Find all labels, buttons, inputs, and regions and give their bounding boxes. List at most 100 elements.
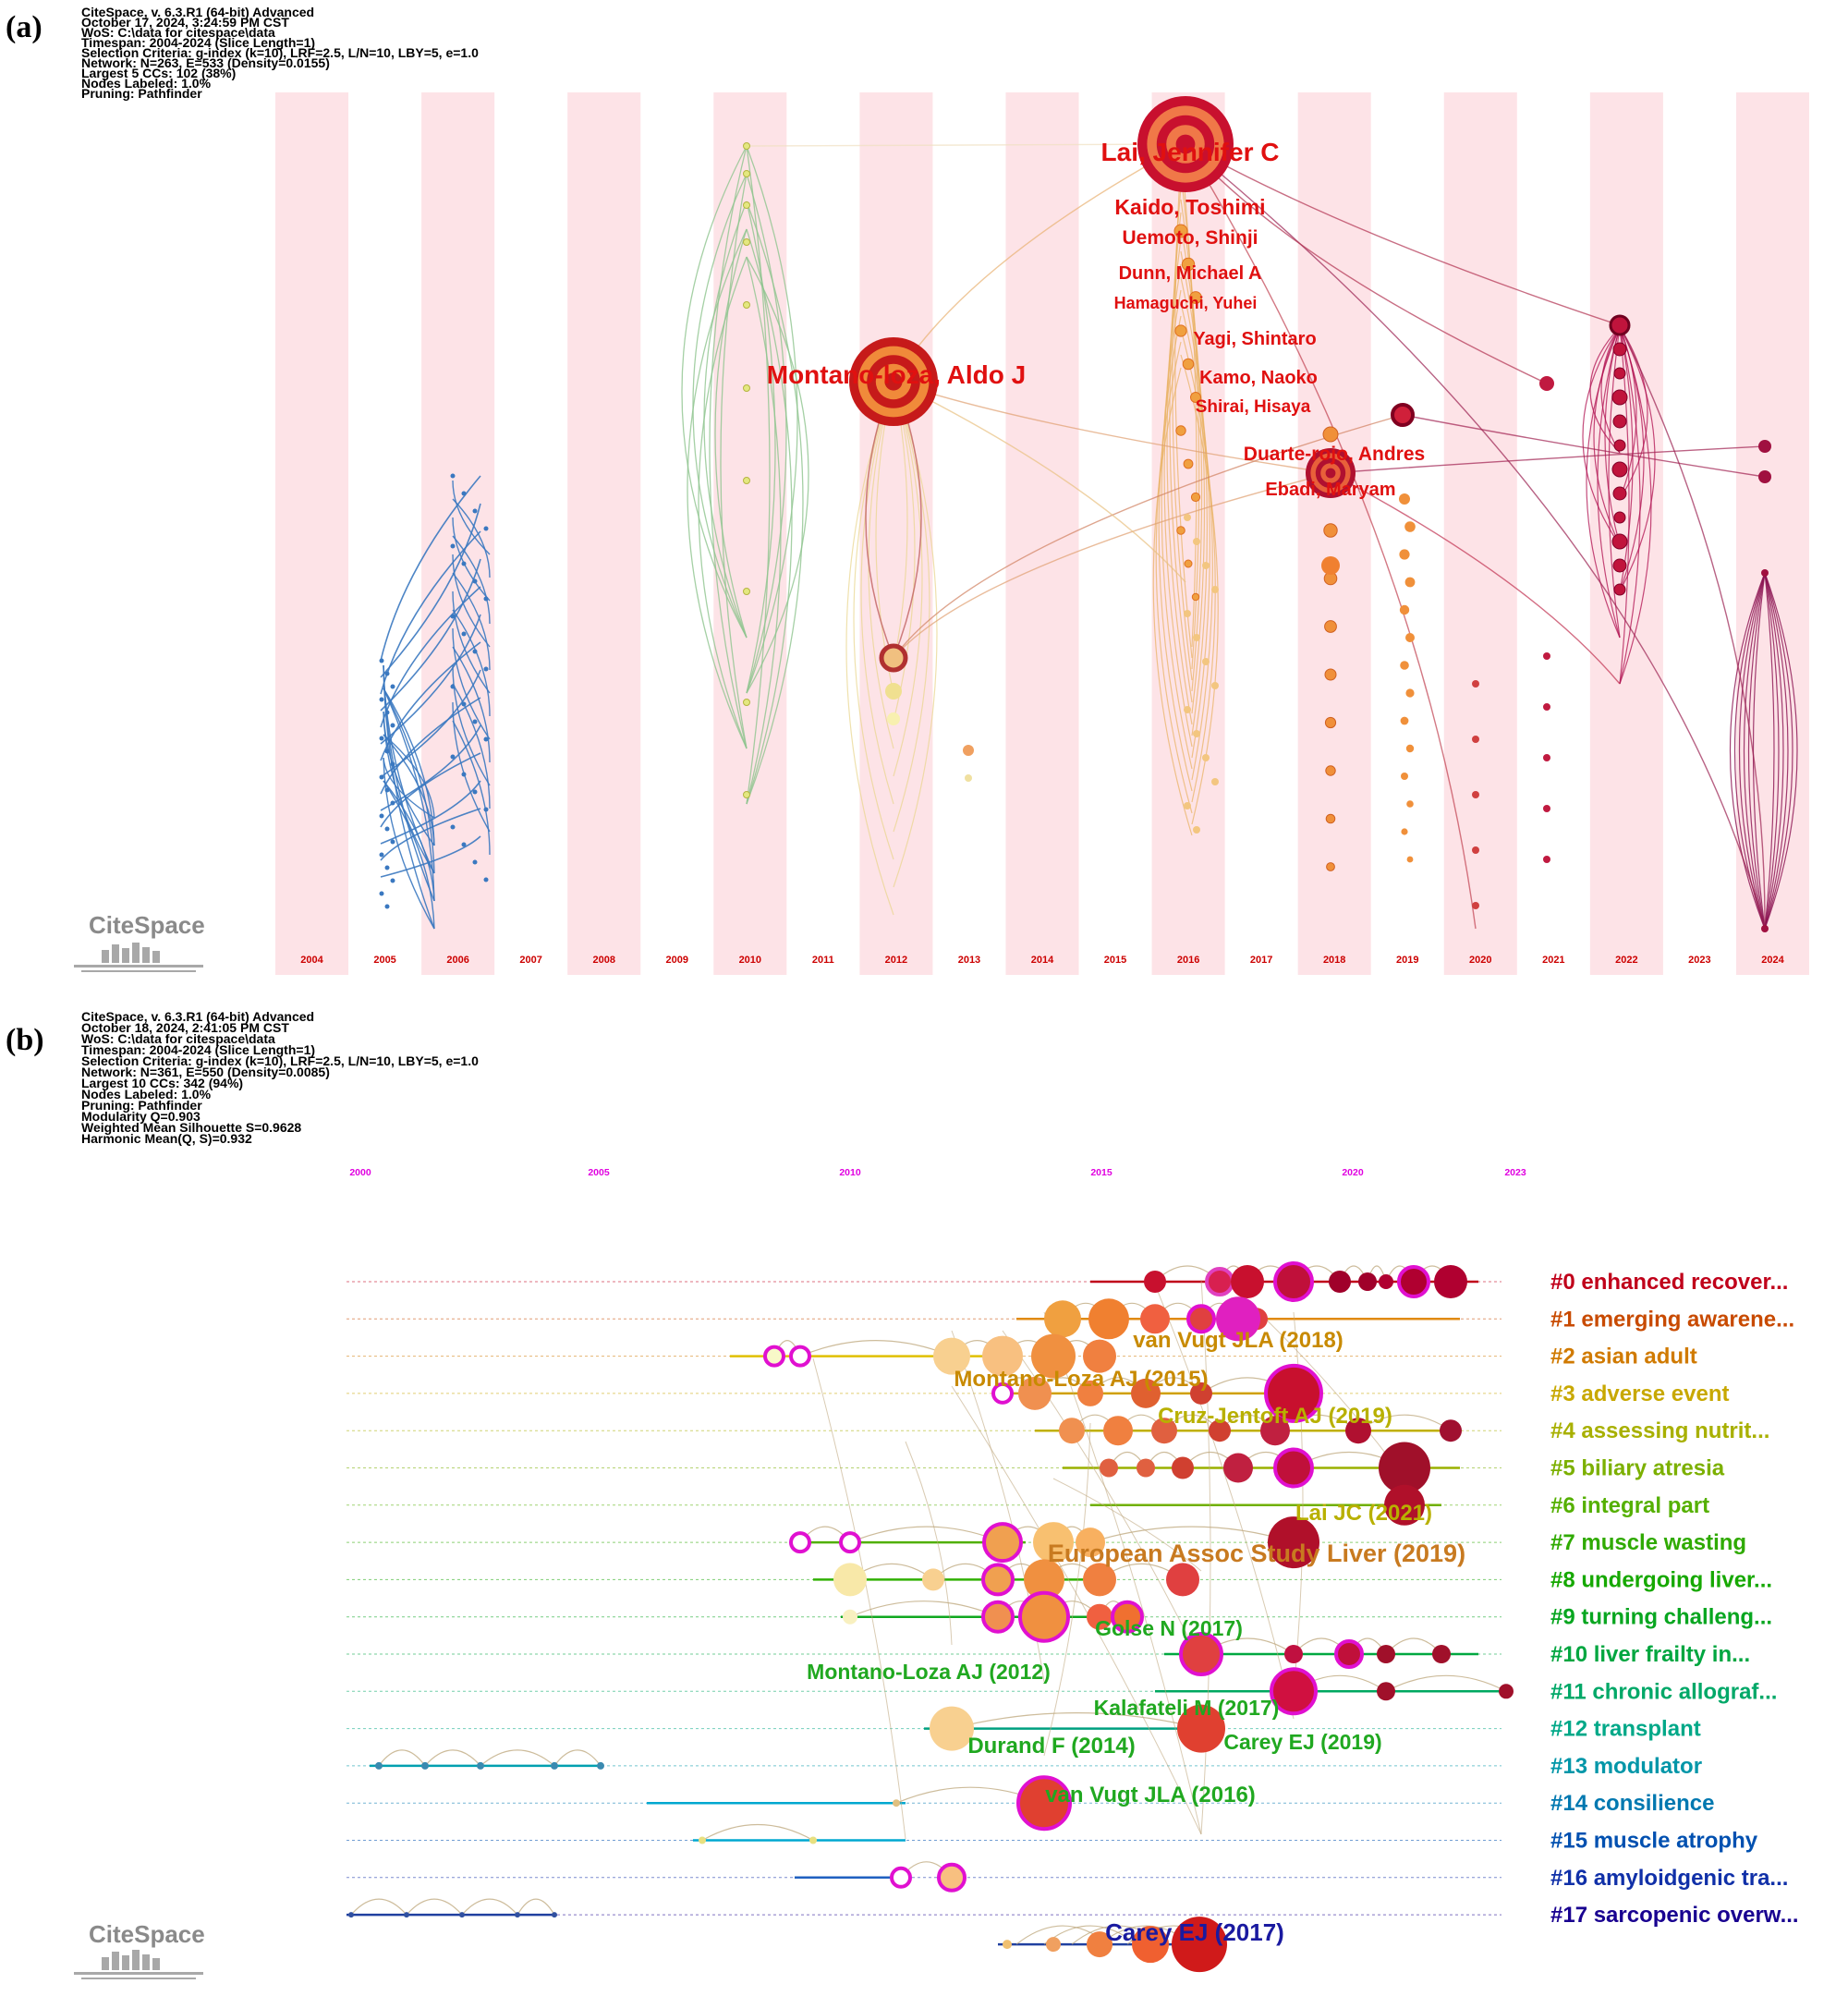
node-circle xyxy=(1264,1363,1323,1423)
year-stripe xyxy=(713,92,787,975)
node-circle xyxy=(450,684,456,689)
node-circle xyxy=(743,699,750,706)
link-line xyxy=(1161,289,1193,770)
node-circle xyxy=(1432,1645,1451,1663)
metadata-line: Pruning: Pathfinder xyxy=(81,86,202,101)
link-line xyxy=(714,228,748,639)
cluster-arc xyxy=(799,1340,953,1357)
year-label: 2014 xyxy=(1031,955,1054,966)
node-circle xyxy=(833,1563,867,1597)
node-circle xyxy=(743,791,750,798)
year-label: 2011 xyxy=(812,955,834,966)
panel-b-metadata: CiteSpace, v. 6.3.R1 (64-bit) AdvancedOc… xyxy=(81,1009,479,1146)
link-line xyxy=(720,173,748,749)
node-circle xyxy=(1202,754,1210,761)
node-circle xyxy=(893,1799,900,1807)
node-circle xyxy=(1434,1265,1467,1298)
node-circle xyxy=(1379,1274,1393,1289)
metadata-line: WoS: C:\data for citespace\data xyxy=(81,1031,275,1046)
link-line xyxy=(380,697,481,795)
node-circle xyxy=(1087,1603,1112,1630)
link-line xyxy=(383,734,435,819)
cluster-arc xyxy=(378,1749,426,1767)
node-circle xyxy=(472,508,478,514)
node-circle xyxy=(982,1335,1023,1377)
cluster-labels: #0 enhanced recover... #1 emerging awaren… xyxy=(1550,1270,1799,1928)
year-label: 2017 xyxy=(1250,955,1272,966)
cluster-arc xyxy=(517,1898,555,1916)
node-circle xyxy=(1131,1378,1161,1408)
link-line xyxy=(1163,263,1193,748)
node-circle xyxy=(390,839,395,845)
node-circle xyxy=(809,1836,817,1844)
cross-link xyxy=(1293,1311,1304,1692)
node-circle xyxy=(1190,1381,1212,1405)
link-line xyxy=(893,378,930,833)
node-circle xyxy=(450,543,456,549)
node-circle xyxy=(965,774,972,782)
citation-ring xyxy=(884,372,903,391)
panel-b: (b) CiteSpace, v. 6.3.R1 (64-bit) Advanc… xyxy=(6,1009,1799,1979)
node-circle xyxy=(1499,1684,1514,1699)
year-label: 2006 xyxy=(446,955,468,966)
year-label: 2016 xyxy=(1177,955,1199,966)
node-circle xyxy=(1761,569,1769,577)
node-circle xyxy=(1273,1447,1314,1489)
node-circle xyxy=(1326,862,1335,871)
link-line xyxy=(1604,326,1621,546)
link-line xyxy=(380,669,481,778)
cluster-label: #16 amyloidgenic tra... xyxy=(1550,1866,1788,1891)
link-line xyxy=(380,503,481,678)
year-label: 2009 xyxy=(666,955,688,966)
node-circle xyxy=(1184,514,1191,521)
year-stripe xyxy=(1005,92,1079,975)
node-circle xyxy=(1400,716,1409,725)
reference-label: Kalafateli M (2017) xyxy=(1094,1696,1280,1720)
link-line xyxy=(1402,414,1766,478)
node-circle xyxy=(1612,558,1627,573)
author-label: Dunn, Michael A xyxy=(1119,263,1262,284)
node-circle xyxy=(743,384,750,392)
reference-label: Carey EJ (2019) xyxy=(1223,1730,1381,1754)
node-circle xyxy=(1324,668,1337,681)
node-circle xyxy=(384,865,390,870)
panel-a: (a) CiteSpace, v. 6.3.R1 (64-bit) Advanc… xyxy=(6,5,1809,975)
node-circle xyxy=(1076,1527,1105,1558)
link-line xyxy=(893,472,1331,659)
node-circle xyxy=(1401,828,1408,835)
link-line xyxy=(1619,326,1641,685)
node-circle xyxy=(483,736,489,742)
node-circle xyxy=(1268,1516,1319,1569)
year-label: 2013 xyxy=(958,955,980,966)
node-circle xyxy=(982,1522,1023,1564)
node-circle xyxy=(1179,1632,1223,1676)
node-circle xyxy=(1391,403,1415,427)
node-circle xyxy=(1543,805,1550,812)
node-circle xyxy=(421,1761,429,1770)
node-circle xyxy=(1324,716,1337,729)
link-line xyxy=(1185,143,1766,930)
axis-year-label: 2005 xyxy=(588,1167,610,1178)
metadata-line: Timespan: 2004-2024 (Slice Length=1) xyxy=(81,1042,315,1057)
link-line xyxy=(1155,341,1193,814)
node-circle xyxy=(1399,549,1410,560)
link-line xyxy=(1608,326,1621,639)
node-circle xyxy=(384,787,390,793)
cluster-label: #4 assessing nutrit... xyxy=(1550,1418,1769,1443)
logo-text: CiteSpace xyxy=(89,911,205,939)
node-circle xyxy=(1322,426,1339,443)
link-line xyxy=(1185,143,1621,326)
node-circle xyxy=(1284,1645,1303,1663)
node-circle xyxy=(1186,1304,1216,1334)
node-circle xyxy=(1761,925,1769,932)
author-label: Duarte-rojo, Andres xyxy=(1244,444,1425,465)
link-line xyxy=(1764,572,1784,930)
node-circle xyxy=(1059,1418,1085,1444)
link-line xyxy=(1764,572,1793,930)
link-line xyxy=(383,688,435,846)
link-line xyxy=(380,808,481,861)
timeline-axis-years: 2000 2005 2010 2015 2020 2023 xyxy=(349,1167,1526,1178)
node-circle xyxy=(348,1912,354,1918)
node-circle xyxy=(472,649,478,654)
cluster-label: #15 muscle atrophy xyxy=(1550,1829,1758,1854)
